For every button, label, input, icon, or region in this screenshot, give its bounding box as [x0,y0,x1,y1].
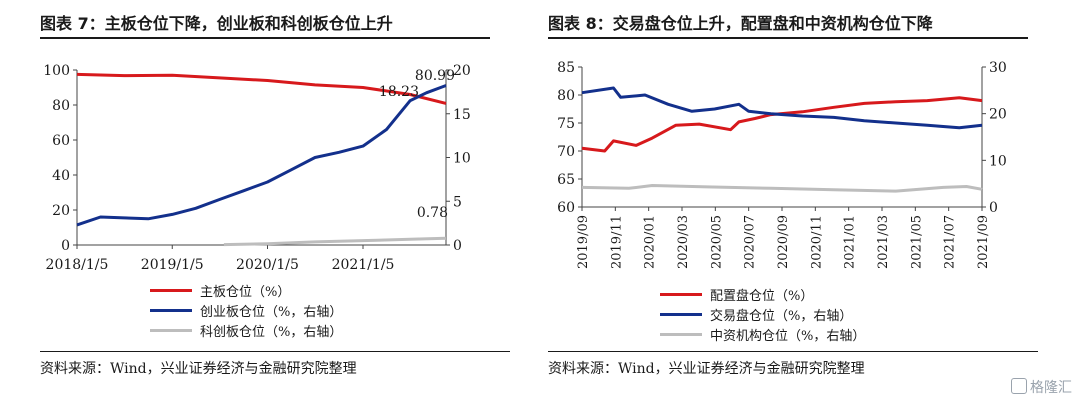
y-left-tick-label: 70 [557,144,575,160]
legend-swatch [150,308,192,312]
y-left-tick-label: 0 [61,238,70,254]
series-line-0 [76,72,447,105]
x-tick-label: 2021/09 [976,215,991,269]
line-chart-right: 60 65 70 75 80 85 0 10 20 30 2019/09 2019/11 2020/01… [557,60,1007,269]
legend-label: 创业板仓位（%，右轴） [200,304,343,320]
chart-title: 图表 7：主板仓位下降，创业板和科创板仓位上升 [40,14,393,33]
legend-item-star-market: 科创板仓位（%，右轴） [150,320,342,340]
legend-swatch [660,332,702,336]
legend-item-chinese-institutions: 中资机构仓位（%，右轴） [660,324,865,344]
x-tick-label: 2018/1/5 [46,257,109,273]
x-tick-label: 2019/1/5 [141,257,204,273]
chart-legend: 主板仓位（%） 创业板仓位（%，右轴） 科创板仓位（%，右轴） [150,280,342,340]
y-left-tick-label: 60 [557,200,575,216]
series-line-1 [581,86,983,130]
source-rule [40,351,510,352]
legend-label: 科创板仓位（%，右轴） [200,324,343,340]
y-right-tick-label: 20 [453,63,471,79]
chart-source: 资料来源：Wind，兴业证券经济与金融研究院整理 [40,361,357,377]
y-left-tick-label: 80 [557,88,575,104]
legend-swatch [150,288,192,292]
y-right-tick-label: 10 [453,151,471,167]
watermark-logo-icon [1011,378,1027,394]
x-tick-label: 2019/11 [609,215,624,269]
y-right-tick-label: 15 [453,107,471,123]
x-tick-label: 2021/05 [909,215,924,269]
chart-title: 图表 8：交易盘仓位上升，配置盘和中资机构仓位下降 [548,14,933,33]
x-tick-label: 2021/03 [876,215,891,269]
x-tick-label: 2020/05 [709,215,724,269]
legend-swatch [150,328,192,332]
y-left-tick-label: 75 [557,116,575,132]
legend-swatch [660,312,702,316]
series-line-2 [581,184,983,193]
x-tick-label: 2021/07 [943,215,958,269]
chart-panel-left: 图表 7：主板仓位下降，创业板和科创板仓位上升 0 20 40 60 80 100 0 5 10… [0,0,530,403]
y-right-tick-label: 0 [989,200,998,216]
x-tick-label: 2020/11 [809,215,824,269]
x-tick-label: 2019/09 [576,215,591,269]
legend-item-main-board: 主板仓位（%） [150,280,342,300]
y-left-tick-label: 60 [52,133,70,149]
y-left-tick-label: 20 [52,203,70,219]
y-left-tick-label: 85 [557,60,575,76]
y-left-tick-label: 40 [52,168,70,184]
chart-source: 资料来源：Wind，兴业证券经济与金融研究院整理 [548,361,865,377]
data-label: 80.99 [415,68,455,84]
title-rule [548,37,1028,39]
chart-panel-right: 图表 8：交易盘仓位上升，配置盘和中资机构仓位下降 60 65 70 75 80 85 0 1… [540,0,1080,403]
legend-label: 交易盘仓位（%，右轴） [710,308,853,324]
legend-item-trading: 交易盘仓位（%，右轴） [660,304,865,324]
series-line-1 [76,84,447,227]
legend-item-chinext: 创业板仓位（%，右轴） [150,300,342,320]
x-tick-label: 2020/07 [743,215,758,269]
legend-swatch [660,292,702,296]
legend-item-allocation: 配置盘仓位（%） [660,284,865,304]
legend-label: 主板仓位（%） [200,284,291,300]
y-right-tick-label: 5 [453,194,462,210]
x-tick-label: 2020/1/5 [236,257,299,273]
y-right-tick-label: 20 [989,107,1007,123]
source-rule [548,351,1038,352]
y-right-tick-label: 30 [989,60,1007,76]
chart-legend: 配置盘仓位（%） 交易盘仓位（%，右轴） 中资机构仓位（%，右轴） [660,284,865,344]
y-left-tick-label: 80 [52,98,70,114]
y-right-tick-label: 0 [453,238,462,254]
series-line-0 [581,96,983,153]
series-line-2 [223,236,447,247]
data-label: 0.78 [417,205,448,221]
title-rule [40,37,490,39]
legend-label: 配置盘仓位（%） [710,288,814,304]
y-right-tick-label: 10 [989,153,1007,169]
x-tick-label: 2020/01 [643,215,658,269]
x-tick-label: 2020/03 [676,215,691,269]
watermark: 格隆汇 [1011,377,1072,397]
y-left-tick-label: 65 [557,172,575,188]
watermark-text: 格隆汇 [1030,380,1072,396]
x-tick-label: 2021/01 [843,215,858,269]
x-tick-label: 2021/1/5 [332,257,395,273]
y-left-tick-label: 100 [43,63,70,79]
legend-label: 中资机构仓位（%，右轴） [710,328,866,344]
x-tick-label: 2020/09 [776,215,791,269]
line-chart-left: 0 20 40 60 80 100 0 5 10 15 20 2018/1/5 2019/1/5 2020… [43,63,471,273]
data-label: 18.23 [379,84,419,100]
